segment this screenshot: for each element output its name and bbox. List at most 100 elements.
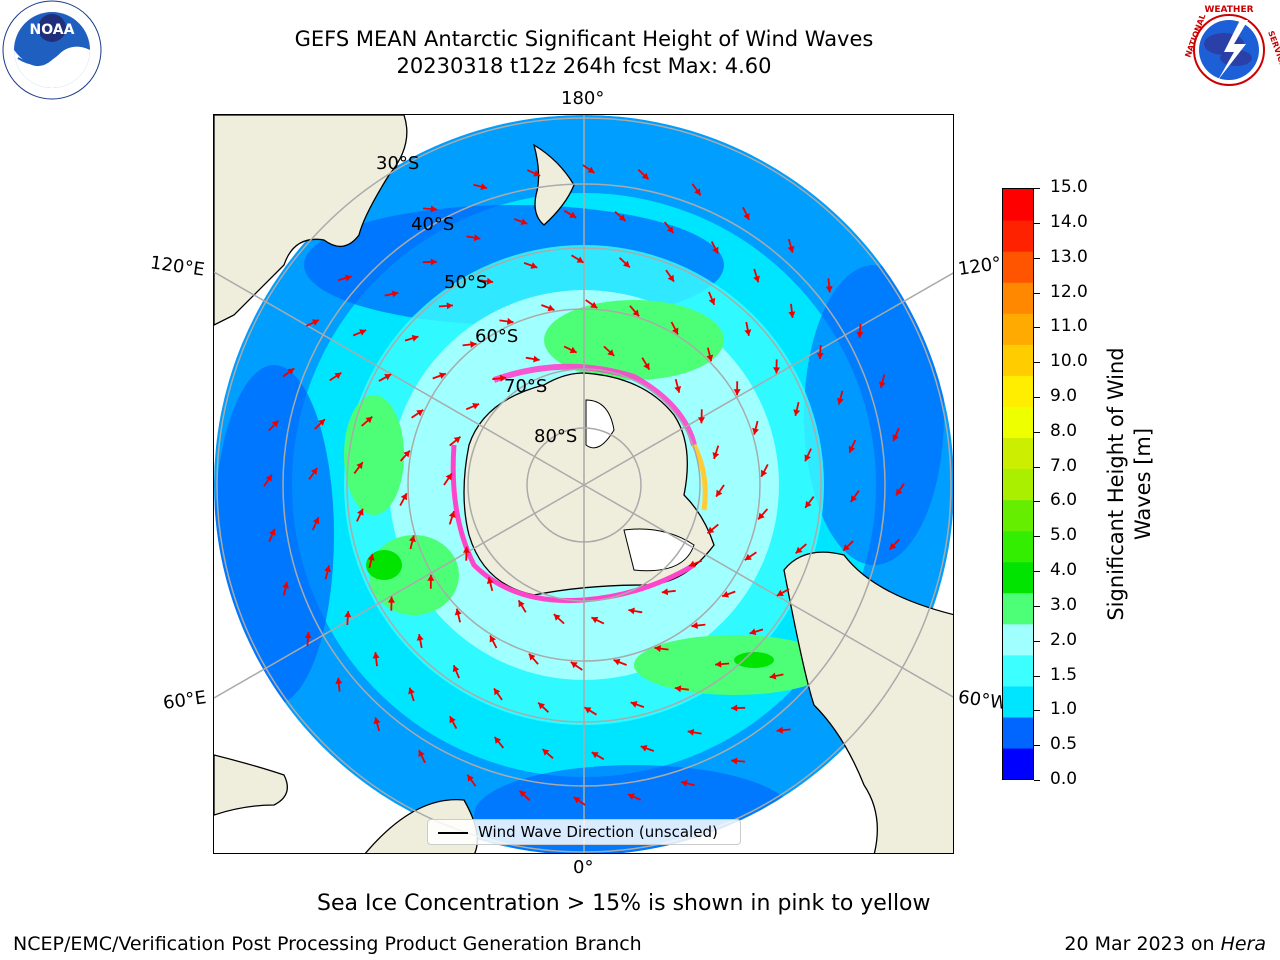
footer-right: 20 Mar 2023 on Hera xyxy=(1064,933,1266,955)
wind-wave-arrow-head xyxy=(688,560,696,567)
colorbar-tick-mark xyxy=(1034,188,1040,189)
colorbar-tick-label: 7.0 xyxy=(1050,455,1078,476)
wave-band-4-5m xyxy=(366,550,402,580)
wind-wave-arrows xyxy=(263,164,905,806)
wind-wave-arrow-head xyxy=(324,565,331,573)
chart-title-line2: 20230318 t12z 264h fcst Max: 4.60 xyxy=(396,54,772,78)
lat-label-40s: 40°S xyxy=(411,214,454,235)
nws-logo: WEATHER NATIONAL SERVICE xyxy=(1178,0,1280,100)
colorbar-tick-label: 0.0 xyxy=(1050,769,1078,789)
wind-wave-arrow-head xyxy=(388,596,395,603)
wind-wave-arrow-head xyxy=(452,665,460,673)
wind-wave-arrow-head xyxy=(533,355,540,363)
colorbar-tick-mark xyxy=(1034,396,1040,398)
wind-wave-arrow-head xyxy=(850,495,858,502)
wind-wave-arrow-head xyxy=(344,611,352,618)
wind-wave-arrow-head xyxy=(318,419,325,426)
colorbar-tick-mark xyxy=(1034,257,1040,259)
wind-wave-arrow-head xyxy=(744,329,752,336)
wind-wave-arrow-head xyxy=(265,474,272,482)
wind-wave-arrow-head xyxy=(896,488,903,496)
colorbar-tick-mark xyxy=(1034,431,1040,433)
wind-wave-arrow-head xyxy=(365,416,373,424)
colorbar-segment xyxy=(1003,220,1033,252)
wind-wave-arrow-head xyxy=(712,246,719,254)
wind-wave-arrow-head xyxy=(356,462,363,470)
wind-wave-arrow-head xyxy=(486,577,494,584)
colorbar-segment xyxy=(1003,375,1033,407)
footer-host: Hera xyxy=(1220,933,1266,955)
wind-wave-arrow-head xyxy=(716,489,723,497)
colorbar-segment xyxy=(1003,530,1033,563)
colorbar xyxy=(1002,188,1034,780)
ice-shelf-weddell xyxy=(623,528,695,572)
lat-label-50s: 50°S xyxy=(444,272,487,293)
colorbar-segment xyxy=(1003,561,1033,594)
wind-wave-arrow-head xyxy=(480,183,487,190)
wind-wave-arrow-head xyxy=(427,574,435,581)
colorbar-tick-mark xyxy=(1034,466,1040,468)
colorbar-tick-mark xyxy=(1034,675,1040,677)
wind-wave-arrow-head xyxy=(542,749,550,756)
colorbar-tick-label: 12.0 xyxy=(1050,281,1088,302)
wind-wave-arrow-head xyxy=(773,367,780,374)
sea-ice-edge xyxy=(450,363,708,604)
wind-wave-arrow-head xyxy=(666,226,674,233)
colorbar-tick-label: 0.5 xyxy=(1050,734,1078,755)
noaa-logo: NOAA xyxy=(0,0,104,100)
map-panel: 30°S 40°S 50°S 60°S 70°S 80°S xyxy=(213,114,954,854)
wind-wave-arrow-head xyxy=(418,750,425,757)
colorbar-segment xyxy=(1003,654,1033,687)
wind-wave-arrow-head xyxy=(416,409,424,417)
wind-wave-arrow-head xyxy=(628,607,635,615)
colorbar-ticks: 15.0 14.0 13.0 12.0 11.0 10.0 9.0 8.0 7.0 6.0 5.0 4… xyxy=(1034,177,1104,789)
wind-wave-arrow-head xyxy=(753,275,760,283)
wind-wave-arrow-head xyxy=(335,677,343,684)
wind-wave-arrow-head xyxy=(547,304,555,312)
wind-wave-arrow-head xyxy=(467,774,474,782)
wind-wave-arrow-head xyxy=(570,662,578,669)
wind-wave-arrow-head xyxy=(282,582,289,589)
land-australia xyxy=(214,115,408,326)
wind-wave-arrow-head xyxy=(591,616,599,624)
colorbar-title-line1: Significant Height of Wind xyxy=(1104,347,1128,621)
colorbar-tick-mark xyxy=(1034,362,1040,364)
wind-wave-arrow-head xyxy=(453,436,461,444)
wind-wave-arrow-head xyxy=(445,473,452,481)
colorbar-tick-label: 1.5 xyxy=(1050,664,1078,685)
wind-wave-arrow-head xyxy=(769,672,777,680)
wind-wave-arrow-head xyxy=(372,652,380,659)
wind-wave-arrow-head xyxy=(533,170,541,177)
wind-wave-arrow-head xyxy=(409,535,416,543)
lon-label-60e: 60°E xyxy=(161,687,208,714)
wind-wave-arrow-head xyxy=(698,417,705,424)
wind-wave-arrow-head xyxy=(889,542,897,550)
wave-band-0.5-1m-patch xyxy=(804,265,944,565)
meridian-60e xyxy=(214,484,585,699)
lon-label-180: 180° xyxy=(561,88,605,109)
wind-wave-arrow-head xyxy=(334,372,342,379)
wind-wave-arrow-head xyxy=(623,260,630,268)
footer-date: 20 Mar 2023 on xyxy=(1064,933,1221,955)
lat-label-80s: 80°S xyxy=(534,426,577,447)
wind-wave-arrow-head xyxy=(641,172,649,180)
wind-wave-arrow-head xyxy=(892,434,899,442)
wave-band-3-4m xyxy=(344,395,404,515)
wind-wave-arrow-head xyxy=(403,450,410,458)
legend-label: Wind Wave Direction (unscaled) xyxy=(478,823,718,841)
colorbar-tick-label: 13.0 xyxy=(1050,246,1088,267)
colorbar-tick-mark xyxy=(1034,222,1040,224)
colorbar-tick-mark xyxy=(1034,501,1040,503)
wind-wave-arrow-head xyxy=(643,362,650,370)
wind-wave-arrow-head xyxy=(518,600,525,608)
wind-wave-arrow-head xyxy=(507,317,514,325)
wind-wave-arrow-head xyxy=(706,354,714,362)
wind-wave-arrow-head xyxy=(707,526,715,534)
colorbar-tick-mark xyxy=(1034,745,1040,747)
wind-wave-arrow-head xyxy=(430,258,437,266)
lat-label-60s: 60°S xyxy=(475,326,518,347)
colorbar-tick-mark xyxy=(1034,327,1040,329)
wind-wave-arrow-head xyxy=(408,687,415,695)
wind-wave-arrow-head xyxy=(787,245,795,253)
wind-wave-arrow-head xyxy=(400,493,407,501)
